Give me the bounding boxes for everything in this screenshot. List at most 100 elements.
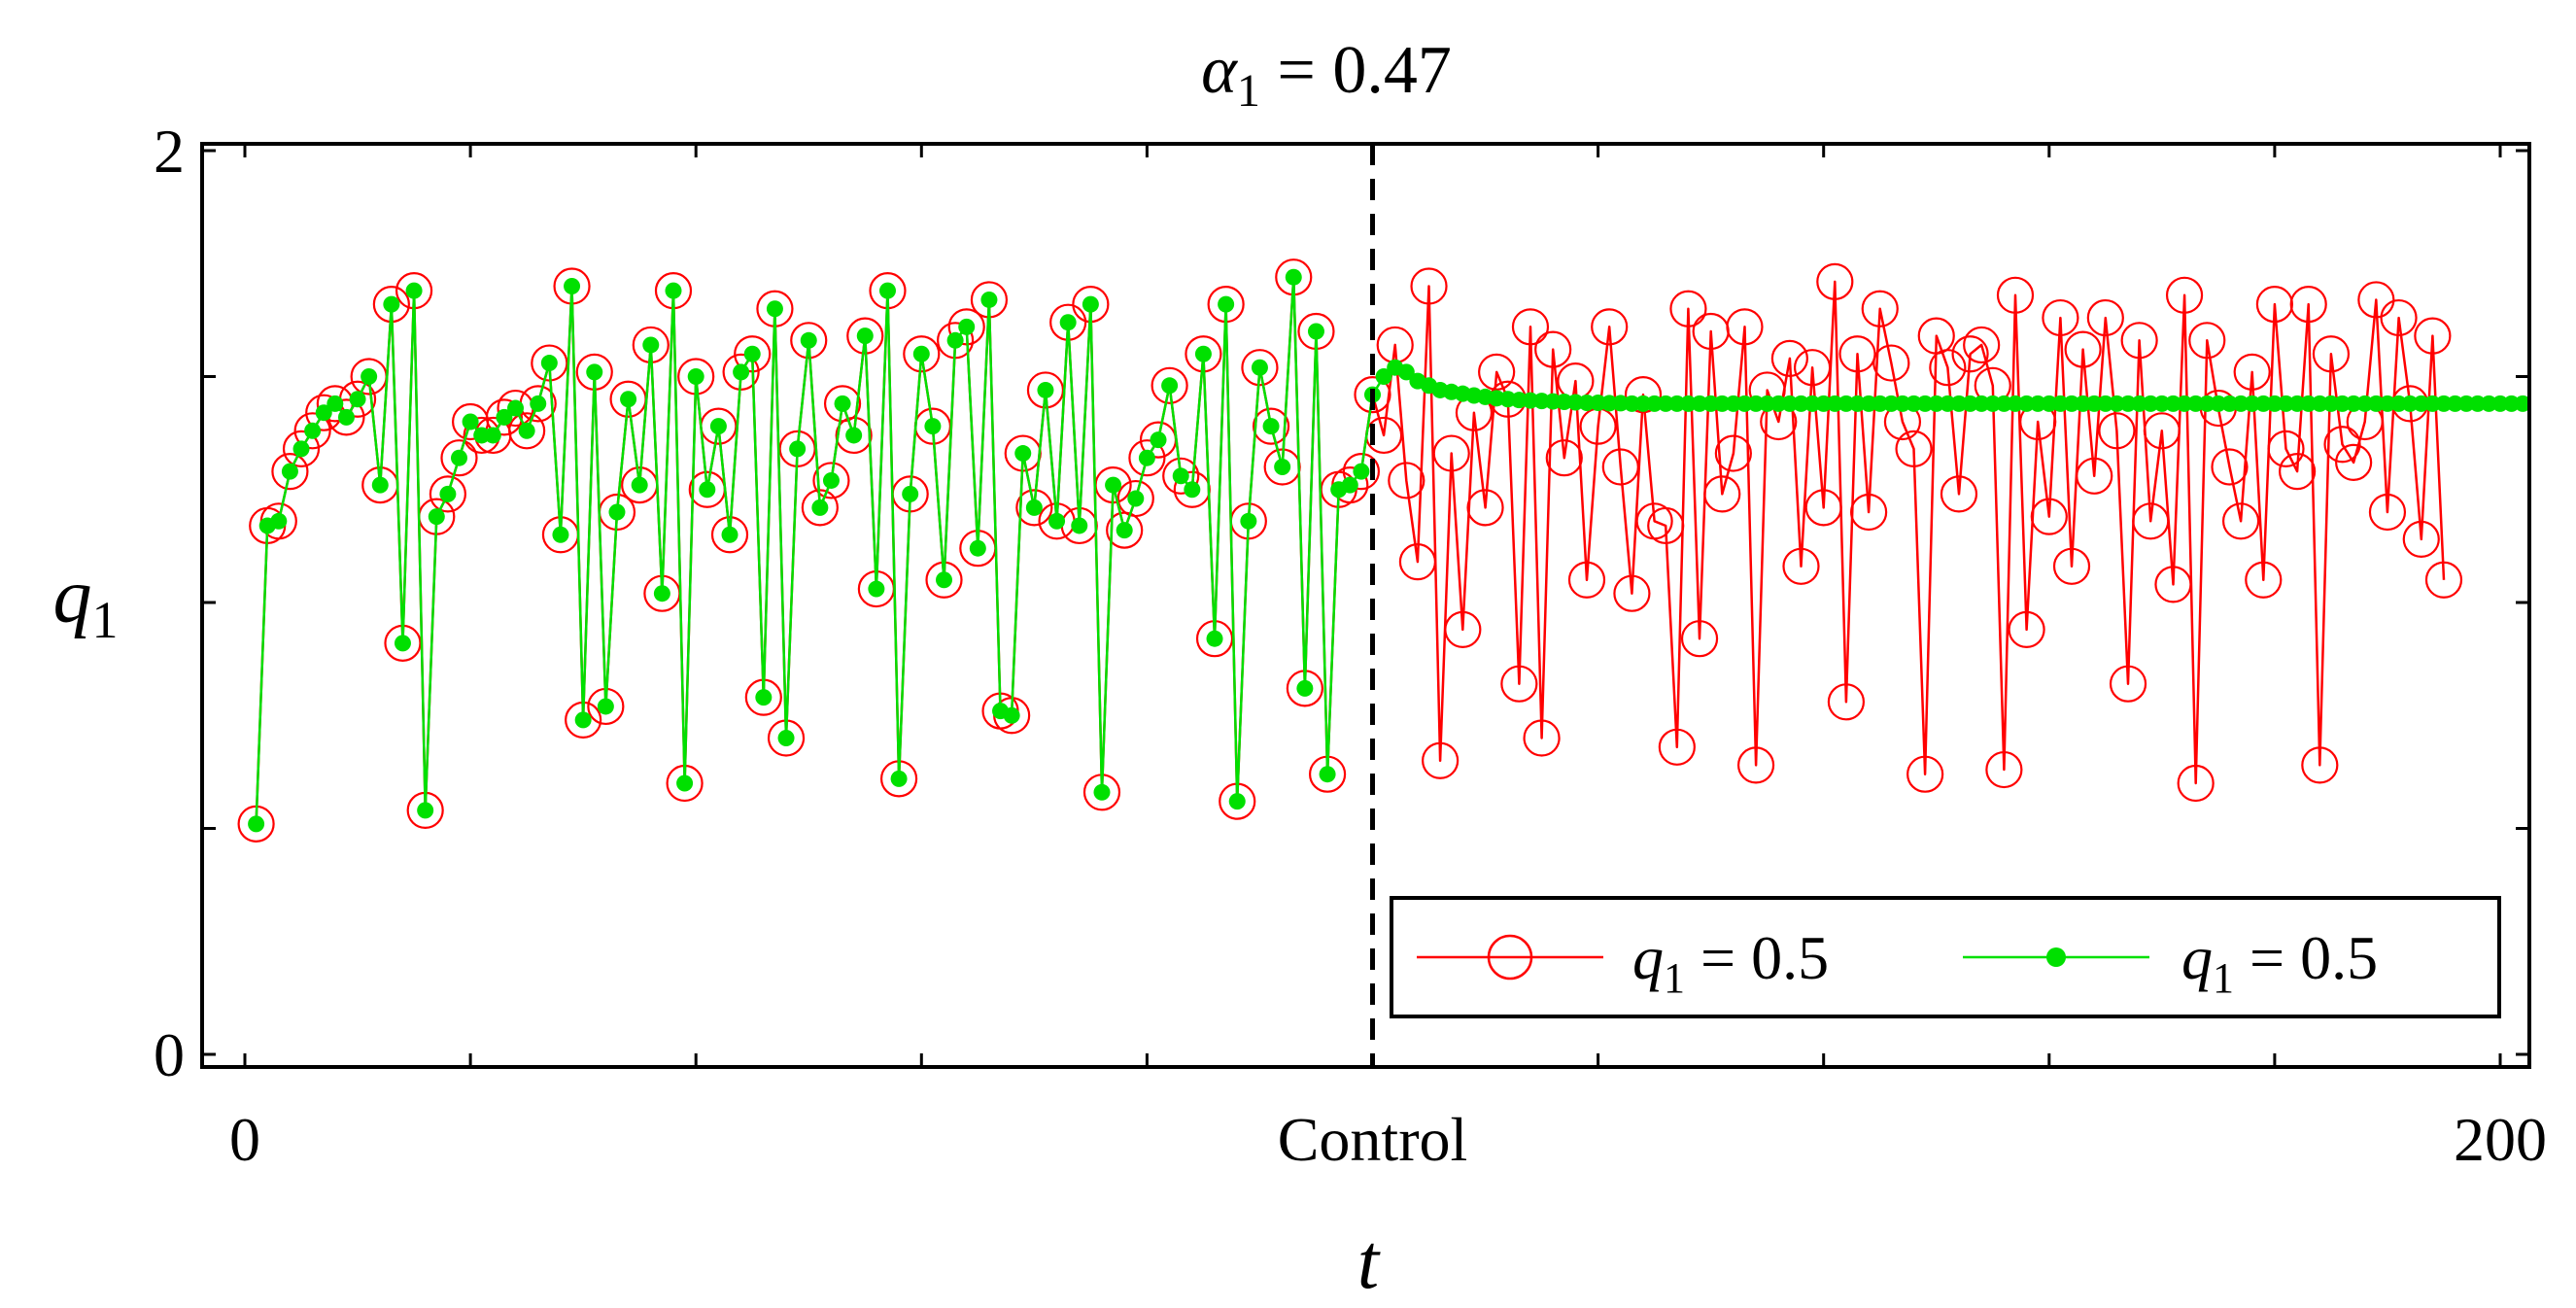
series-2-point: [980, 291, 998, 308]
series-2-point: [608, 503, 626, 521]
series-1-point: [1963, 326, 2001, 364]
series-1-point: [2154, 566, 2192, 603]
legend-series1-subscript: 1: [1664, 954, 1685, 1002]
series-2-point: [1093, 783, 1111, 801]
ticks-layer: 0 Control 200 0 2: [154, 117, 2547, 1174]
series-1-point: [1940, 475, 1978, 513]
series-2-point: [292, 440, 310, 458]
series-2-point: [777, 730, 795, 746]
chart-title: α1 = 0.47: [1201, 33, 1452, 117]
series-1-point: [1567, 561, 1606, 599]
x-tick-label: 200: [2454, 1105, 2547, 1174]
series-2-point: [315, 404, 332, 422]
series-1-point: [1658, 728, 1696, 766]
x-axis-label: t: [1357, 1220, 1381, 1305]
series-1-point: [1151, 366, 1188, 404]
series-2-point: [540, 355, 558, 372]
series-2-point: [755, 689, 773, 706]
series-2-point: [1262, 418, 1280, 435]
series-1-point: [2188, 322, 2226, 360]
series-1-point: [429, 475, 466, 513]
series-2-point: [1014, 445, 1032, 463]
series-2-point: [878, 282, 896, 299]
series-2-point: [946, 331, 964, 349]
series-1-point: [1116, 479, 1154, 518]
series-1-point: [1128, 439, 1166, 477]
series-2-point: [564, 278, 581, 294]
series-1-point: [2086, 298, 2124, 337]
series-1-point: [2301, 746, 2339, 784]
series-1-point: [1015, 489, 1053, 527]
series-2-point: [1375, 368, 1392, 385]
series-2-point: [845, 427, 863, 444]
series-2-point: [958, 318, 976, 335]
series-1-point: [1703, 475, 1741, 513]
series-1-point: [2233, 353, 2271, 391]
series-1-point: [2008, 610, 2045, 649]
series-2-point: [1251, 359, 1268, 376]
series-1-point: [2052, 547, 2091, 585]
plot-frame: [200, 142, 2531, 1069]
series-1-point: [2402, 520, 2440, 559]
series-1-point: [2211, 448, 2249, 486]
series-2-point: [462, 413, 479, 430]
series-2-point: [383, 295, 400, 313]
legend-series2-marker-icon: [2046, 947, 2066, 967]
series-1-point: [1850, 493, 1888, 532]
series-2-point: [642, 336, 660, 354]
series-1-point: [1838, 335, 1876, 373]
series-2-point: [699, 481, 716, 499]
series-2-point: [1003, 706, 1020, 724]
series-2-point: [304, 422, 322, 439]
series-1-point: [1388, 462, 1425, 499]
series-1-point: [2335, 443, 2373, 481]
series-1-point: [2255, 286, 2293, 324]
series-1-point: [1906, 755, 1944, 793]
series-2-point: [868, 580, 885, 598]
series-2-point: [1397, 363, 1415, 381]
y-tick-label: 2: [154, 117, 185, 186]
series-2-point: [1025, 499, 1043, 516]
series-1-point: [1026, 371, 1065, 409]
series-1-point: [1410, 267, 1448, 305]
series-1-point: [1680, 620, 1719, 658]
series-2-point: [484, 427, 501, 444]
series-1-point: [2120, 322, 2158, 360]
series-2-point: [936, 571, 953, 589]
series-1-point: [1624, 376, 1663, 414]
series-2-point: [1319, 766, 1336, 783]
series-1-point: [1601, 448, 1639, 486]
series-1-point: [1861, 290, 1899, 327]
series-2-point: [1274, 459, 1291, 475]
series-2-point: [733, 363, 750, 381]
series-2-point: [766, 300, 783, 318]
series-2-point: [834, 395, 851, 412]
series-2-point: [574, 711, 592, 729]
series-2-point: [653, 585, 670, 602]
legend: q1 = 0.5 q1 = 0.5: [1390, 896, 2501, 1018]
series-1-point: [1714, 434, 1752, 472]
series-1-point: [1500, 665, 1538, 703]
series-1-point: [2368, 493, 2407, 532]
series-2-point: [281, 463, 298, 480]
series-1-point: [1466, 489, 1504, 527]
series-1-point: [1895, 430, 1933, 467]
series-1-point: [2221, 502, 2260, 540]
y-axis-label: q1: [53, 554, 119, 649]
series-2-point: [552, 526, 569, 543]
series-2-point: [496, 408, 513, 426]
series-2-point: [450, 449, 467, 466]
series-2-point: [1071, 517, 1088, 534]
series-1-point: [722, 353, 760, 391]
series-2-point: [428, 508, 445, 526]
series-2-point: [361, 368, 378, 385]
series-1-point: [1816, 262, 1854, 300]
series-1-point: [2064, 330, 2102, 368]
series-2-point: [1206, 630, 1223, 647]
series-2-point: [1150, 431, 1167, 449]
series-1-point: [812, 462, 850, 499]
series-2-point: [1341, 476, 1358, 494]
series-2-point: [1037, 381, 1054, 398]
series-2-point: [811, 499, 829, 516]
